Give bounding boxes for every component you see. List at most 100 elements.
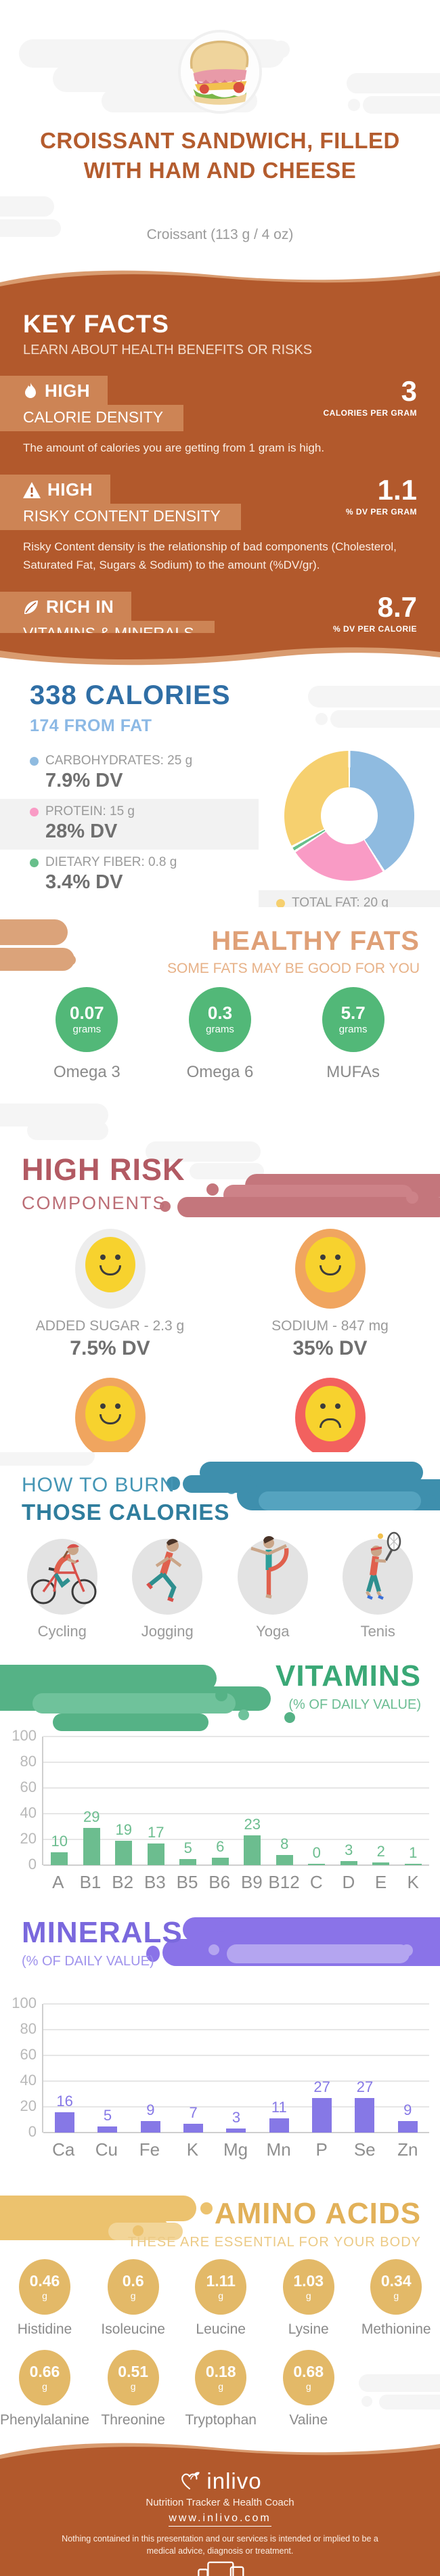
burn-title-line1: HOW TO BURN: [22, 1474, 175, 1496]
sad-face-icon: [294, 1378, 366, 1452]
fat-unit: grams: [72, 1024, 102, 1035]
amino-unit: g: [42, 2380, 47, 2392]
amino-unit: g: [305, 2290, 311, 2301]
amino-grams: 0.68: [293, 2362, 324, 2380]
blob-decoration: [133, 2225, 144, 2236]
happy-face-icon: [294, 1229, 366, 1309]
food-photo: [178, 30, 262, 114]
amino-histidine: 0.46 g Histidine: [0, 2254, 89, 2338]
calories-title: 338 CALORIES: [30, 680, 231, 710]
fact-value: 8.7: [377, 591, 417, 624]
vitamins-section: VITAMINS (% OF DAILY VALUE) 0 20 40 60 80 100…: [0, 1642, 440, 1902]
risk-dv: 7.5% DV: [70, 1337, 150, 1359]
fact-description: The amount of calories you are getting f…: [23, 441, 325, 454]
amino-grams: 1.03: [293, 2271, 324, 2290]
risk-added-sugar: ADDED SUGAR - 2.3 g 7.5% DV: [0, 1229, 220, 1360]
amino-grams: 0.66: [29, 2362, 60, 2380]
blob-decoration: [146, 1946, 160, 1962]
gold-blob: 0.18 g: [191, 2345, 253, 2407]
amino-unit: g: [393, 2290, 399, 2301]
jogging-icon: [146, 1539, 182, 1602]
warning-icon: [23, 481, 41, 498]
cloud-decoration: [0, 219, 61, 237]
fact-unit: % DV PER GRAM: [345, 507, 417, 517]
amino-tryptophan: 0.18 g Tryptophan: [177, 2345, 265, 2428]
blob-decoration: [0, 919, 68, 945]
plot-area: 16 5 9 7 3 11 27 27 9: [42, 2003, 429, 2133]
activity-label: Tenis: [360, 1623, 395, 1640]
healthy-fats-title: HEALTHY FATS: [211, 926, 420, 956]
vitamins-subtitle: (% OF DAILY VALUE): [288, 1697, 421, 1712]
blob-decoration: [167, 1477, 180, 1490]
activity-cycling: Cycling 48 min: [12, 1539, 113, 1642]
risk-label: SODIUM - 847 mg: [271, 1318, 389, 1334]
blob-decoration: [401, 1944, 413, 1957]
activity-yoga: Yoga 106 min: [222, 1535, 324, 1642]
cloud-decoration: [315, 713, 328, 725]
cloud-decoration: [27, 1121, 108, 1140]
fat-label: Omega 6: [186, 1063, 254, 1081]
cloud-decoration: [347, 73, 440, 93]
minerals-chart: 0 20 40 60 80 100 16 5 9 7 3 11 27 27 9 Ca Cu Fe K Mg Mn P S…: [0, 1994, 440, 2160]
amino-unit: g: [130, 2290, 136, 2301]
calories-donut: [284, 751, 414, 881]
yoga-icon: [250, 1535, 289, 1599]
risk-cholesterol: CHOLESTEROL - 64 mg 21% DV: [0, 1378, 220, 1452]
fact-unit: CALORIES PER GRAM: [323, 408, 417, 418]
fat-label: Omega 3: [53, 1063, 120, 1081]
amino-isoleucine: 0.6 g Isoleucine: [89, 2254, 177, 2338]
activity-tennis: Tenis 56 min: [327, 1531, 428, 1642]
amino-acids-title: AMINO ACIDS: [214, 2197, 421, 2230]
fact-name: CALORIE DENSITY: [0, 405, 184, 431]
amino-phenylalanine: 0.66 g Phenylalanine: [0, 2345, 89, 2428]
amino-grams: 1.11: [206, 2271, 236, 2290]
key-facts-subtitle: LEARN ABOUT HEALTH BENEFITS OR RISKS: [23, 343, 313, 357]
wave-divider: [0, 270, 440, 291]
risk-sodium: SODIUM - 847 mg 35% DV: [220, 1229, 440, 1360]
vitamins-title: VITAMINS: [276, 1659, 421, 1693]
risk-label: ADDED SUGAR - 2.3 g: [35, 1318, 185, 1334]
website-link[interactable]: www.inlivo.com: [169, 2512, 271, 2527]
amino-unit: g: [130, 2380, 136, 2392]
amino-threonine: 0.51 g Threonine: [89, 2345, 177, 2428]
y-axis: 0 20 40 60 80 100: [12, 1727, 37, 1873]
fact-risky-density: HIGH RISKY CONTENT DENSITY 1.1 % DV PER …: [0, 475, 417, 531]
fact-vitamins-minerals: RICH IN VITAMINS & MINERALS 8.7 % DV PER…: [0, 592, 417, 633]
legend-dv: 7.9% DV: [45, 770, 123, 791]
healthy-fats-subtitle: SOME FATS MAY BE GOOD FOR YOU: [167, 961, 420, 976]
fact-value: 3: [401, 375, 417, 407]
legend-item-protein: PROTEIN: 15 g 28% DV: [0, 799, 259, 850]
amino-leucine: 1.11 g Leucine: [177, 2254, 265, 2338]
cloud-decoration: [348, 99, 360, 111]
amino-label: Methionine: [361, 2321, 431, 2337]
activity-label: Jogging: [141, 1623, 194, 1640]
burn-title-line2: THOSE CALORIES: [22, 1500, 230, 1525]
minerals-section: MINERALS (% OF DAILY VALUE) 0 20 40 60 80 100…: [0, 1902, 440, 2183]
amino-label: Isoleucine: [101, 2321, 165, 2337]
happy-face-icon: [74, 1378, 146, 1452]
amino-label: Lysine: [288, 2321, 329, 2337]
amino-label: Valine: [289, 2412, 328, 2428]
fact-name: RISKY CONTENT DENSITY: [0, 504, 241, 531]
high-risk-title: HIGH RISK: [22, 1152, 185, 1187]
blob-decoration: [206, 1183, 219, 1196]
cloud-decoration: [0, 1452, 95, 1466]
fat-label: MUFAs: [326, 1063, 380, 1081]
key-facts-title: KEY FACTS: [23, 310, 169, 338]
legend-label: PROTEIN: 15 g: [45, 804, 135, 818]
x-axis-labels: Ca Cu Fe K Mg Mn P Se Zn: [52, 2139, 418, 2160]
amino-lysine: 1.03 g Lysine: [265, 2254, 353, 2338]
blob-decoration: [183, 1917, 440, 1942]
total-fat-dot: [276, 898, 285, 907]
legend-item-fiber: DIETARY FIBER: 0.8 g 3.4% DV: [30, 850, 259, 900]
legend-label: TOTAL FAT: 20 g: [292, 896, 389, 907]
fact-name: VITAMINS & MINERALS: [0, 621, 215, 633]
fat-grams: 5.7: [340, 1003, 366, 1023]
amino-valine: 0.68 g Valine: [265, 2345, 353, 2428]
blob-decoration: [284, 1712, 295, 1723]
blob-decoration: [32, 1693, 236, 1713]
amino-label: Threonine: [101, 2412, 165, 2428]
blob-decoration: [183, 1475, 257, 1493]
footer-tagline: Nutrition Tracker & Health Coach: [146, 2497, 294, 2508]
footer-section: inlivo Nutrition Tracker & Health Coach …: [0, 2464, 440, 2576]
